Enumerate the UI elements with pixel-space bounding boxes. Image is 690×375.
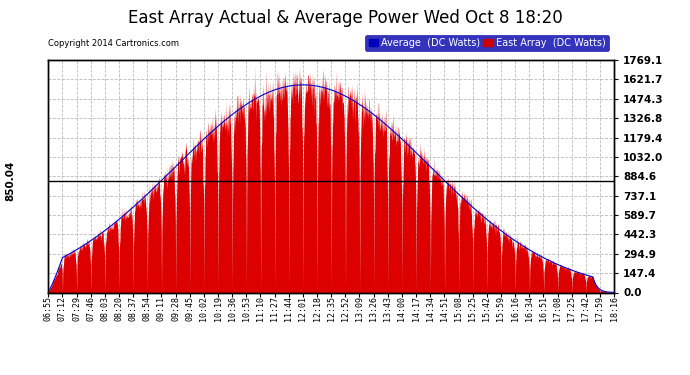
Text: 14:00: 14:00 bbox=[397, 296, 406, 321]
Text: 14:17: 14:17 bbox=[411, 296, 421, 321]
Text: East Array Actual & Average Power Wed Oct 8 18:20: East Array Actual & Average Power Wed Oc… bbox=[128, 9, 562, 27]
Text: 12:18: 12:18 bbox=[313, 296, 322, 321]
Text: 09:28: 09:28 bbox=[171, 296, 180, 321]
Text: 15:42: 15:42 bbox=[482, 296, 491, 321]
Text: 09:11: 09:11 bbox=[157, 296, 166, 321]
Text: 17:42: 17:42 bbox=[581, 296, 591, 321]
Text: 12:01: 12:01 bbox=[298, 296, 308, 321]
Text: 14:51: 14:51 bbox=[440, 296, 449, 321]
Text: 13:09: 13:09 bbox=[355, 296, 364, 321]
Text: 14:34: 14:34 bbox=[426, 296, 435, 321]
Text: 12:35: 12:35 bbox=[326, 296, 336, 321]
Text: 07:12: 07:12 bbox=[58, 296, 67, 321]
Text: 18:16: 18:16 bbox=[609, 296, 619, 321]
Text: 08:20: 08:20 bbox=[115, 296, 124, 321]
Text: 07:29: 07:29 bbox=[72, 296, 81, 321]
Text: 11:27: 11:27 bbox=[270, 296, 279, 321]
Text: 13:43: 13:43 bbox=[383, 296, 393, 321]
Text: 08:54: 08:54 bbox=[143, 296, 152, 321]
Text: 10:02: 10:02 bbox=[199, 296, 208, 321]
Text: 16:51: 16:51 bbox=[539, 296, 548, 321]
Text: 07:46: 07:46 bbox=[86, 296, 95, 321]
Text: 16:16: 16:16 bbox=[511, 296, 520, 321]
Text: 09:45: 09:45 bbox=[185, 296, 195, 321]
Text: 10:36: 10:36 bbox=[228, 296, 237, 321]
Text: 06:55: 06:55 bbox=[43, 296, 53, 321]
Text: 17:59: 17:59 bbox=[595, 296, 604, 321]
Text: 15:59: 15:59 bbox=[496, 296, 506, 321]
Text: 08:37: 08:37 bbox=[128, 296, 138, 321]
Text: 15:08: 15:08 bbox=[454, 296, 463, 321]
Text: Copyright 2014 Cartronics.com: Copyright 2014 Cartronics.com bbox=[48, 39, 179, 48]
Text: 12:52: 12:52 bbox=[341, 296, 350, 321]
Text: 15:25: 15:25 bbox=[468, 296, 477, 321]
Text: 11:10: 11:10 bbox=[256, 296, 265, 321]
Text: 08:03: 08:03 bbox=[100, 296, 110, 321]
Text: 17:08: 17:08 bbox=[553, 296, 562, 321]
Legend: Average  (DC Watts), East Array  (DC Watts): Average (DC Watts), East Array (DC Watts… bbox=[366, 34, 609, 51]
Text: 13:26: 13:26 bbox=[369, 296, 378, 321]
Text: 10:53: 10:53 bbox=[241, 296, 251, 321]
Text: 16:34: 16:34 bbox=[524, 296, 534, 321]
Text: 17:25: 17:25 bbox=[567, 296, 576, 321]
Text: 11:44: 11:44 bbox=[284, 296, 293, 321]
Text: 850.04: 850.04 bbox=[6, 160, 15, 201]
Text: 10:19: 10:19 bbox=[213, 296, 223, 321]
